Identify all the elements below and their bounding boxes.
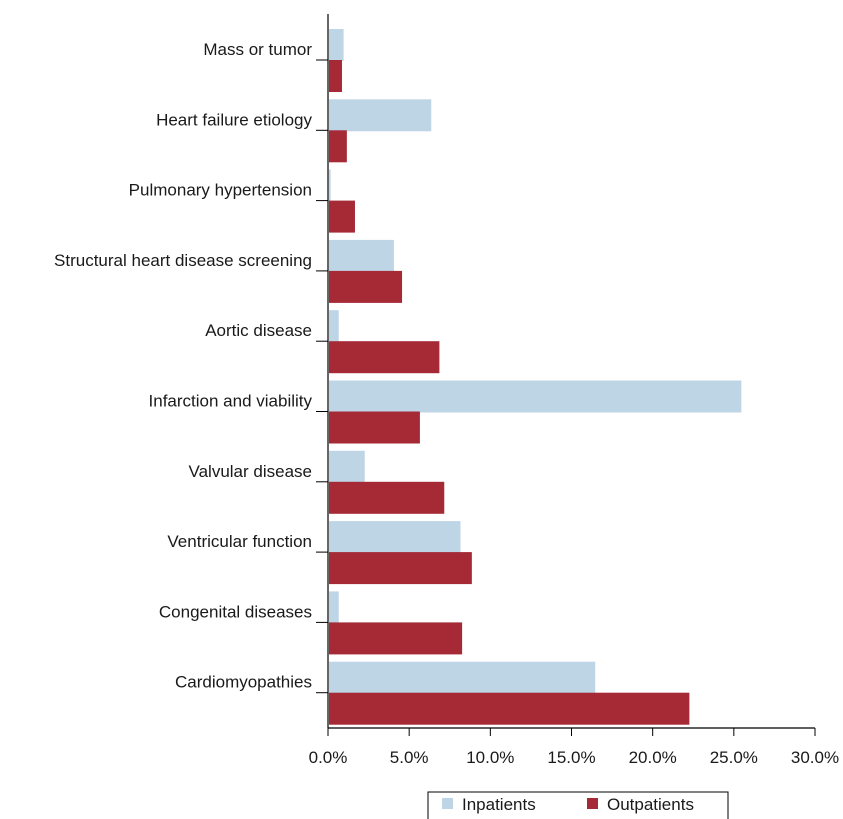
bar-outpatients-1: [329, 130, 347, 163]
y-tick-label: Mass or tumor: [203, 40, 312, 59]
legend: Inpatients Outpatients: [427, 791, 729, 819]
bar-outpatients-0: [329, 60, 342, 92]
y-tick-label: Ventricular function: [167, 532, 312, 551]
axes-layer: Mass or tumor Heart failure etiology Pulmo…: [54, 14, 839, 767]
x-tick-label: 20.0%: [629, 748, 677, 767]
bar-inpatients-2: [329, 169, 331, 202]
y-tick-label: Heart failure etiology: [156, 110, 312, 129]
x-tick-label: 15.0%: [547, 748, 595, 767]
bar-inpatients-8: [329, 591, 339, 624]
y-tick-label: Infarction and viability: [149, 392, 313, 411]
bar-outpatients-6: [329, 481, 445, 514]
legend-box: [427, 791, 729, 819]
x-tick-label: 5.0%: [390, 748, 429, 767]
bar-outpatients-7: [329, 552, 472, 585]
y-tick-label: Pulmonary hypertension: [129, 181, 312, 200]
bar-inpatients-1: [329, 99, 432, 132]
y-tick-label: Aortic disease: [205, 321, 312, 340]
bar-inpatients-5: [329, 380, 742, 413]
bar-inpatients-3: [329, 239, 394, 272]
bar-inpatients-6: [329, 450, 365, 483]
bar-outpatients-9: [329, 692, 690, 725]
legend-swatch-outpatients: [587, 798, 598, 809]
bar-inpatients-0: [329, 29, 344, 61]
bar-inpatients-4: [329, 310, 339, 343]
legend-swatch-inpatients: [442, 798, 453, 809]
x-tick-label: 10.0%: [466, 748, 514, 767]
bar-outpatients-5: [329, 411, 420, 444]
bar-inpatients-7: [329, 521, 461, 554]
y-tick-label: Congenital diseases: [159, 602, 312, 621]
bar-outpatients-3: [329, 270, 403, 303]
x-tick-label: 25.0%: [710, 748, 758, 767]
x-tick-label: 0.0%: [309, 748, 348, 767]
y-tick-label: Structural heart disease screening: [54, 251, 312, 270]
y-tick-label: Valvular disease: [189, 462, 312, 481]
bar-inpatients-9: [329, 661, 596, 694]
bar-outpatients-8: [329, 622, 463, 655]
bar-outpatients-4: [329, 341, 440, 374]
legend-label-inpatients: Inpatients: [462, 795, 536, 814]
legend-label-outpatients: Outpatients: [607, 795, 694, 814]
bars-layer: [329, 29, 742, 725]
y-tick-label: Cardiomyopathies: [175, 673, 312, 692]
bar-outpatients-2: [329, 200, 355, 233]
x-tick-label: 30.0%: [791, 748, 839, 767]
